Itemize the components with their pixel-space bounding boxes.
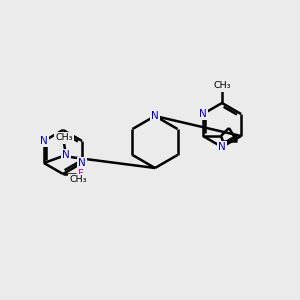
Text: N: N — [62, 150, 70, 160]
Text: N: N — [218, 142, 226, 152]
Text: N: N — [78, 158, 86, 168]
Text: F: F — [78, 169, 84, 179]
Text: N: N — [40, 136, 48, 146]
Text: CH₃: CH₃ — [213, 82, 231, 91]
Text: CH₃: CH₃ — [55, 134, 73, 142]
Text: N: N — [151, 111, 159, 121]
Text: CH₃: CH₃ — [69, 176, 87, 184]
Text: N: N — [199, 109, 207, 119]
